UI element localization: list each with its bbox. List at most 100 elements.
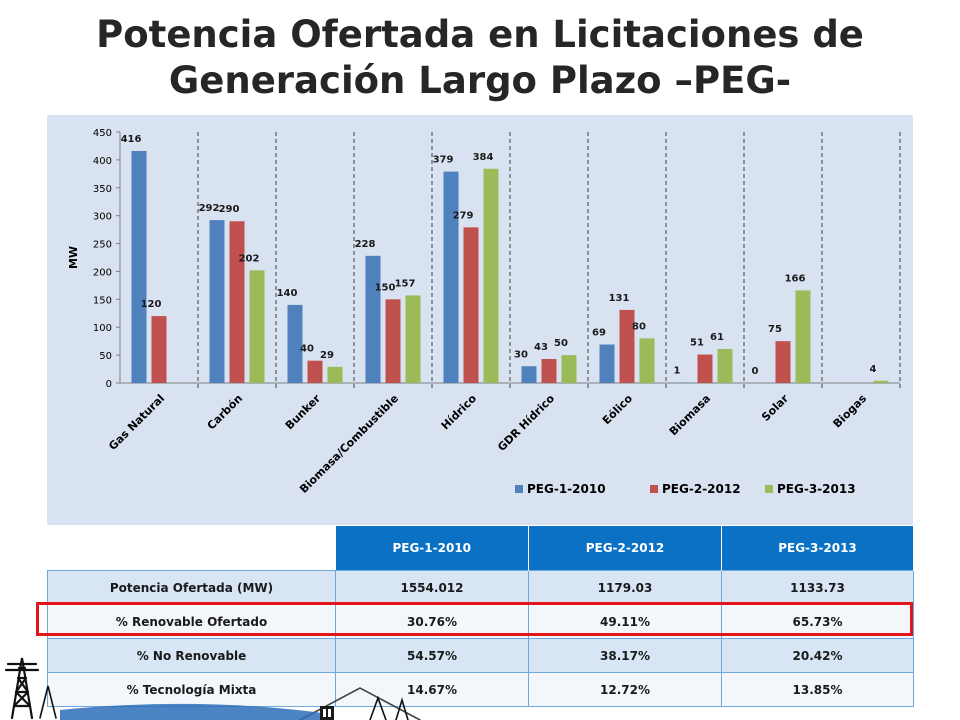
row-label: % No Renovable — [47, 638, 336, 673]
bar-peg-2-2012 — [541, 359, 557, 383]
table-cell: 12.72% — [528, 672, 722, 707]
y-tick-label: 100 — [93, 323, 112, 334]
title-line-1: Potencia Ofertada en Licitaciones de — [96, 13, 864, 56]
bar-peg-2-2012 — [229, 221, 245, 383]
bar-peg-1-2010 — [131, 150, 147, 383]
data-label: 379 — [433, 155, 454, 166]
data-label: 61 — [710, 332, 724, 343]
bar-peg-1-2010 — [677, 382, 693, 383]
bar-peg-3-2013 — [717, 348, 733, 383]
data-label: 290 — [219, 204, 240, 215]
legend-label: PEG-1-2010 — [527, 482, 606, 496]
bar-peg-2-2012 — [619, 309, 635, 383]
table-cell: 20.42% — [721, 638, 914, 673]
x-tick-label: Carbón — [205, 392, 245, 432]
table-cell: 54.57% — [335, 638, 529, 673]
bar-peg-3-2013 — [873, 380, 889, 383]
bar-peg-3-2013 — [327, 366, 343, 383]
table-cell: 38.17% — [528, 638, 722, 673]
legend-label: PEG-3-2013 — [777, 482, 856, 496]
bar-peg-2-2012 — [697, 354, 713, 383]
title-line-2: Generación Largo Plazo –PEG- — [168, 59, 792, 102]
table-header-row: PEG-1-2010 PEG-2-2012 PEG-3-2013 — [48, 526, 914, 571]
data-label: 416 — [121, 134, 142, 145]
bar-peg-1-2010 — [599, 344, 615, 383]
bar-peg-1-2010 — [443, 171, 459, 383]
data-label: 50 — [554, 338, 568, 349]
bar-peg-3-2013 — [483, 168, 499, 383]
legend-swatch — [765, 485, 773, 493]
table-header-peg2: PEG-2-2012 — [528, 526, 722, 571]
highlight-box-renewable-row — [36, 602, 913, 636]
data-label: 51 — [690, 338, 704, 349]
bar-peg-3-2013 — [249, 270, 265, 383]
data-label: 1 — [674, 365, 681, 376]
data-label: 0 — [752, 366, 759, 377]
legend-swatch — [650, 485, 658, 493]
x-tick-label: GDR Hídrico — [495, 392, 557, 454]
data-label: 30 — [514, 349, 528, 360]
bar-peg-1-2010 — [209, 220, 225, 383]
table-cell: 1133.73 — [721, 570, 914, 605]
data-label: 157 — [395, 278, 416, 289]
x-tick-label: Hídrico — [439, 392, 480, 433]
data-label: 69 — [592, 328, 606, 339]
x-tick-label: Gas Natural — [106, 392, 167, 453]
table-cell: 14.67% — [335, 672, 529, 707]
table-cell: 1179.03 — [528, 570, 722, 605]
data-label: 166 — [785, 273, 806, 284]
data-label: 120 — [141, 299, 162, 310]
table-row: Potencia Ofertada (MW) 1554.012 1179.03 … — [47, 570, 914, 605]
data-label: 75 — [768, 324, 782, 335]
data-label: 279 — [453, 210, 474, 221]
data-label: 202 — [239, 253, 260, 264]
power-tower-logo-icon — [4, 657, 421, 720]
slide-title: Potencia Ofertada en Licitaciones de Gen… — [20, 12, 940, 104]
x-tick-label: Solar — [759, 392, 791, 424]
data-label: 131 — [609, 293, 630, 304]
table-header-peg3: PEG-3-2013 — [721, 526, 914, 571]
table-row: % No Renovable 54.57% 38.17% 20.42% — [47, 638, 914, 673]
data-label: 29 — [320, 350, 334, 361]
y-tick-label: 300 — [93, 212, 112, 223]
y-tick-label: 50 — [99, 351, 112, 362]
data-label: 228 — [355, 239, 376, 250]
data-label: 40 — [300, 344, 314, 355]
table-header-peg1: PEG-1-2010 — [335, 526, 529, 571]
chart-panel: 0 50 100 150 200 250 300 350 400 450 MW 416 120 Gas N… — [47, 115, 913, 525]
data-label: 384 — [473, 152, 494, 163]
table-cell: 13.85% — [721, 672, 914, 707]
bar-peg-3-2013 — [561, 355, 577, 383]
data-label: 292 — [199, 203, 220, 214]
data-label: 140 — [277, 288, 298, 299]
y-tick-label: 400 — [93, 156, 112, 167]
data-label: 150 — [375, 282, 396, 293]
bar-peg-1-2010 — [521, 366, 537, 383]
y-tick-label: 250 — [93, 240, 112, 251]
bar-peg-3-2013 — [639, 338, 655, 383]
y-tick-label: 0 — [106, 379, 112, 390]
data-label: 80 — [632, 321, 646, 332]
summary-table: PEG-1-2010 PEG-2-2012 PEG-3-2013 Potenci… — [47, 526, 914, 707]
bar-peg-1-2010 — [365, 255, 381, 383]
y-tick-label: 200 — [93, 267, 112, 278]
x-tick-label: Biogas — [831, 392, 870, 431]
bar-peg-3-2013 — [405, 295, 421, 383]
bar-peg-3-2013 — [795, 290, 811, 383]
table-row: % Tecnología Mixta 14.67% 12.72% 13.85% — [47, 672, 914, 707]
y-tick-label: 450 — [93, 128, 112, 139]
y-tick-label: 350 — [93, 184, 112, 195]
bar-peg-1-2010 — [287, 304, 303, 383]
x-tick-label: Eólico — [600, 392, 635, 427]
table-header-blank — [48, 526, 336, 571]
table-cell: 1554.012 — [335, 570, 529, 605]
bar-peg-2-2012 — [463, 227, 479, 383]
bar-peg-2-2012 — [151, 316, 167, 383]
y-axis-label: MW — [67, 246, 80, 269]
data-label: 4 — [870, 364, 877, 375]
bar-peg-2-2012 — [775, 341, 791, 383]
row-label: % Tecnología Mixta — [47, 672, 336, 707]
x-tick-label: Biomasa — [667, 392, 713, 438]
y-tick-label: 150 — [93, 295, 112, 306]
